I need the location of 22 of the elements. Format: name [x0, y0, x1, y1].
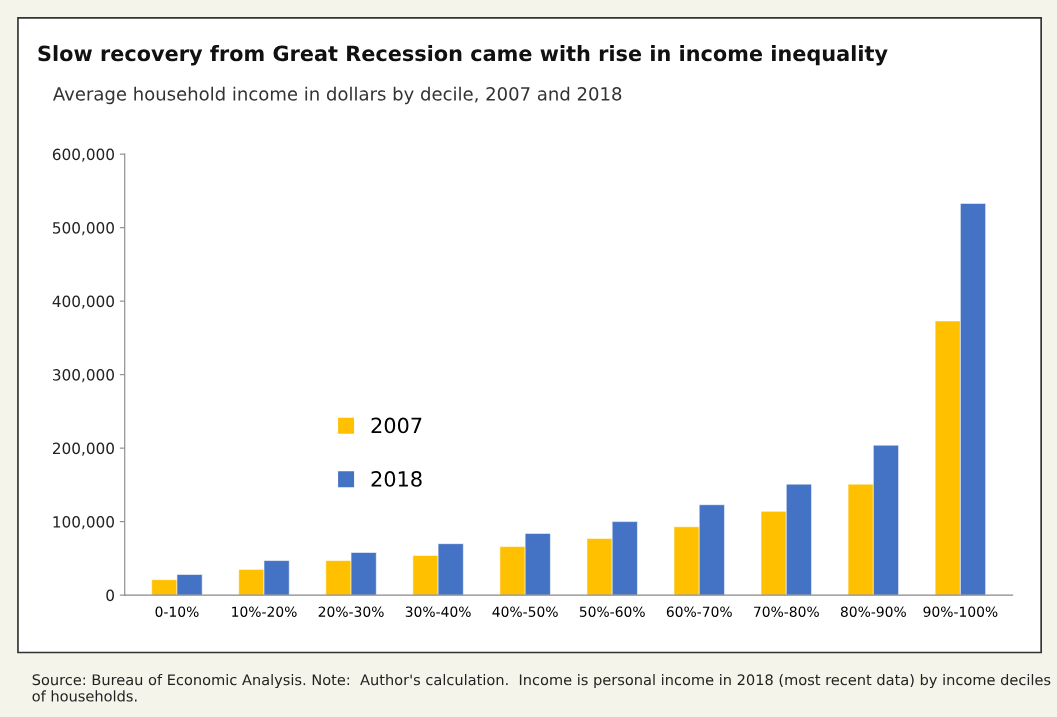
- source-note: Source: Bureau of Economic Analysis. Note: Author's calculation. Income is personal income in 2018 (most recent data) by income deciles of households.: [32, 673, 1051, 702]
- chart-subtitle: Average household income in dollars by decile, 2007 and 2018: [52, 86, 622, 105]
- x-tick-label: 30%-40%: [405, 606, 471, 617]
- x-tick-label: 80%-90%: [840, 606, 906, 617]
- y-tick-label: 400,000: [52, 295, 114, 309]
- y-tick-label: 100,000: [53, 516, 114, 530]
- y-tick-label: 200,000: [52, 442, 114, 456]
- y-tick-label: 0: [106, 589, 114, 602]
- x-tick-label: 70%-80%: [754, 606, 819, 617]
- x-tick-label: 0-10%: [155, 606, 199, 617]
- legend-label: 2007: [371, 417, 422, 434]
- chart-title: Slow recovery from Great Recession came with rise in income inequality: [38, 45, 888, 66]
- y-tick-label: 600,000: [52, 148, 114, 162]
- x-tick-label: 40%-50%: [492, 606, 558, 617]
- y-tick-label: 500,000: [53, 222, 114, 236]
- y-tick-label: 300,000: [52, 369, 114, 383]
- x-tick-label: 10%-20%: [232, 606, 297, 617]
- x-tick-label: 20%-30%: [318, 606, 384, 617]
- x-tick-label: 60%-70%: [666, 606, 732, 617]
- x-tick-label: 90%-100%: [923, 606, 998, 617]
- legend-label: 2018: [371, 471, 422, 487]
- x-tick-label: 50%-60%: [579, 606, 645, 617]
